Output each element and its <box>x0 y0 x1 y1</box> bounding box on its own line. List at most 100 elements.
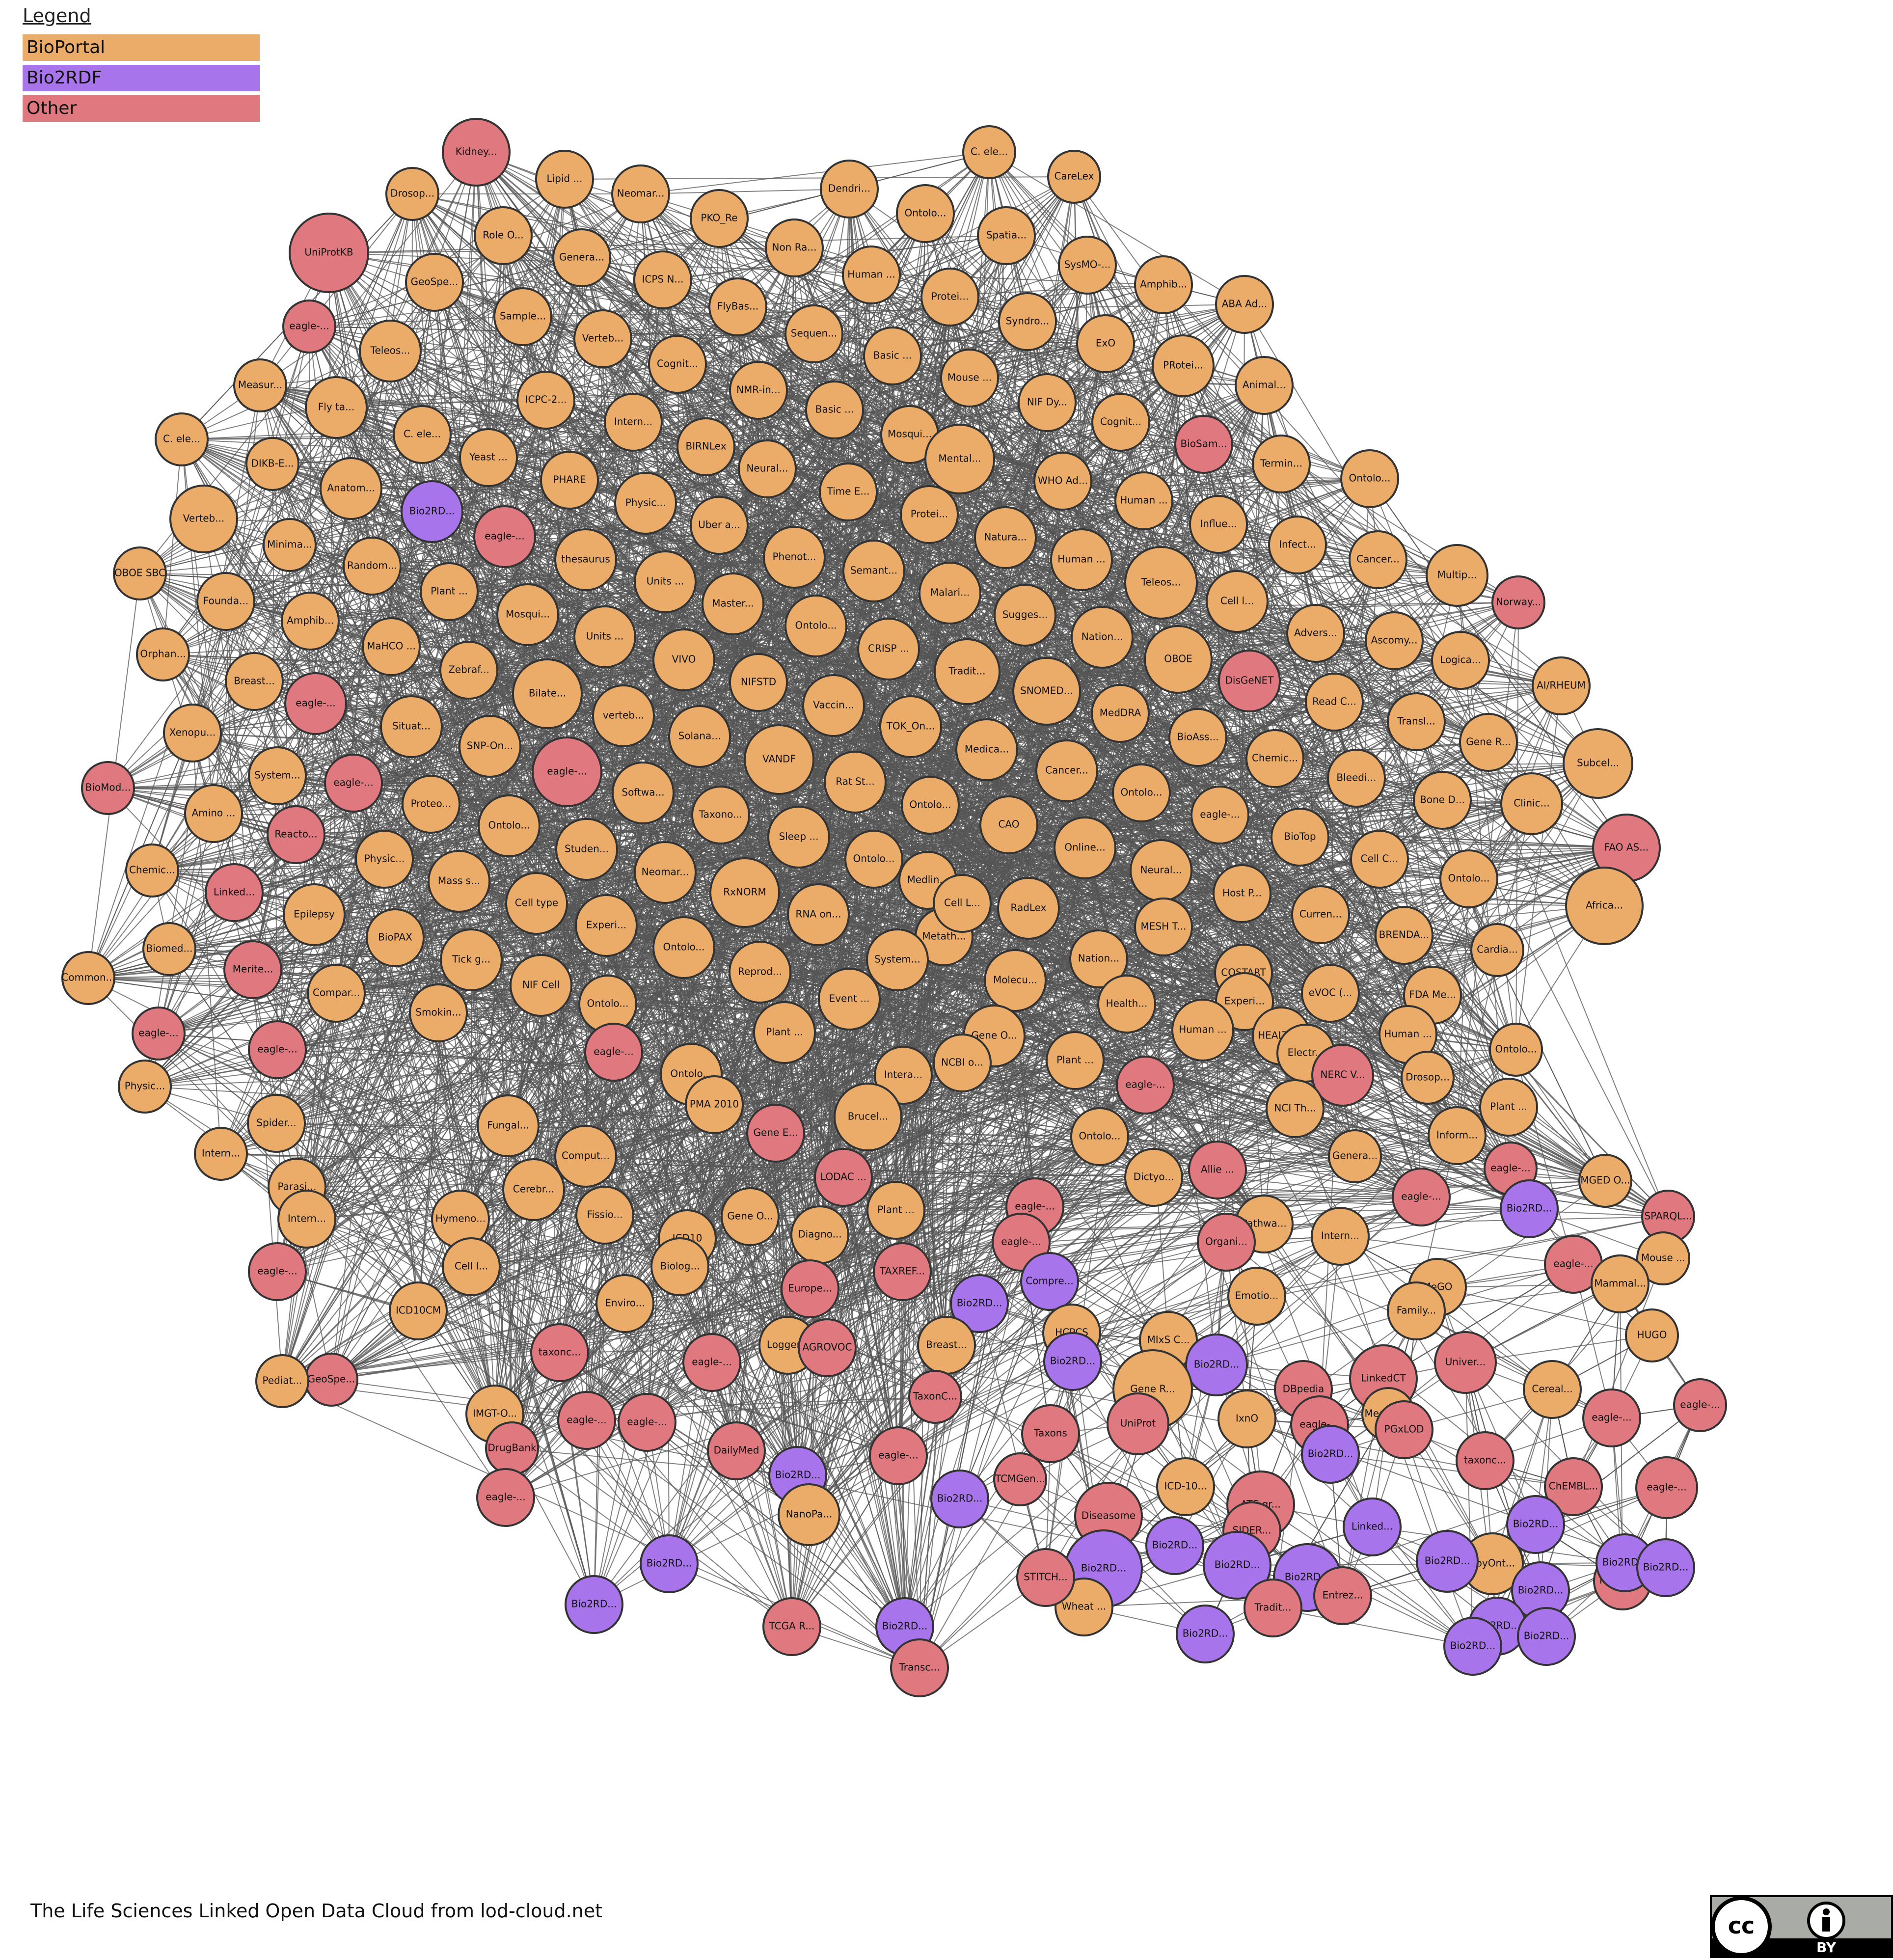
graph-node[interactable]: Uber a... <box>691 497 748 554</box>
graph-node[interactable]: Online... <box>1055 817 1115 878</box>
graph-node[interactable]: NMR-in... <box>730 362 787 419</box>
graph-node[interactable]: BioPAX <box>367 909 424 966</box>
graph-node[interactable]: Spatia... <box>978 207 1035 264</box>
graph-node[interactable]: Common... <box>61 952 115 1004</box>
graph-node[interactable]: Yeast ... <box>460 429 517 486</box>
graph-node[interactable]: Rat St... <box>825 752 886 813</box>
graph-node[interactable]: Malari... <box>919 563 980 624</box>
graph-node[interactable]: Amino ... <box>185 785 242 842</box>
graph-node[interactable]: Minima... <box>264 519 316 571</box>
graph-node[interactable]: Natura... <box>975 507 1036 568</box>
graph-node[interactable]: Solana... <box>669 706 730 767</box>
graph-node[interactable]: Bio2RD... <box>402 481 462 542</box>
graph-node[interactable]: ICPS N... <box>634 251 691 308</box>
graph-node[interactable]: Xenopu... <box>164 705 221 762</box>
graph-node[interactable]: CAO <box>980 796 1037 853</box>
graph-node[interactable]: Gene R... <box>1460 714 1517 771</box>
graph-node[interactable]: Human ... <box>1051 529 1112 590</box>
graph-node[interactable]: eagle-... <box>249 1021 306 1078</box>
graph-node[interactable]: Situat... <box>381 696 442 757</box>
graph-node[interactable]: Event ... <box>819 969 880 1030</box>
graph-node[interactable]: DIKB-E... <box>246 438 298 490</box>
graph-node[interactable]: Bilate... <box>513 659 582 728</box>
graph-node[interactable]: Semant... <box>843 541 904 601</box>
graph-node[interactable]: BioAss... <box>1169 709 1226 766</box>
graph-node[interactable]: WHO Ad... <box>1034 453 1091 510</box>
graph-node[interactable]: Intern... <box>605 394 662 451</box>
graph-node[interactable]: Plant ... <box>421 563 478 620</box>
graph-node[interactable]: Ontolo... <box>1341 450 1398 507</box>
graph-node[interactable]: SNP-On... <box>460 716 520 777</box>
graph-node[interactable]: Compar... <box>308 965 365 1022</box>
graph-node[interactable]: Reprod... <box>730 942 790 1003</box>
graph-node[interactable]: TOK_On... <box>880 696 941 757</box>
graph-node[interactable]: Health... <box>1098 976 1155 1033</box>
graph-node[interactable]: RNA on... <box>788 884 849 945</box>
graph-node[interactable]: ExO <box>1077 315 1134 372</box>
graph-node[interactable]: Measur... <box>234 359 286 411</box>
graph-node[interactable]: Subcel... <box>1564 729 1632 798</box>
graph-node[interactable]: Master... <box>703 573 763 634</box>
graph-node[interactable]: Drosop... <box>386 168 438 220</box>
graph-node[interactable]: Neomar... <box>635 842 696 903</box>
graph-node[interactable]: Brucel... <box>835 1084 901 1150</box>
graph-node[interactable]: MaHCO ... <box>363 618 420 675</box>
graph-node[interactable]: Ontolo... <box>902 777 959 834</box>
graph-node[interactable]: Dendri... <box>821 161 878 218</box>
graph-node[interactable]: Human ... <box>843 246 900 303</box>
graph-node[interactable]: eagle-... <box>325 755 382 812</box>
graph-node[interactable]: Neural... <box>739 440 796 497</box>
graph-node[interactable]: Units ... <box>574 606 635 667</box>
graph-node[interactable]: DisGeNET <box>1219 651 1280 711</box>
graph-node[interactable]: Nation... <box>1072 607 1133 668</box>
graph-node[interactable]: Fungal... <box>478 1095 539 1156</box>
graph-node[interactable]: Drosop... <box>1402 1052 1454 1104</box>
graph-node[interactable]: C. ele... <box>156 413 208 465</box>
graph-node[interactable]: ABA Ad... <box>1216 276 1273 333</box>
graph-node[interactable]: Merite... <box>224 941 281 998</box>
graph-node[interactable]: Vaccin... <box>803 675 864 736</box>
graph-node[interactable]: Verteb... <box>170 486 237 552</box>
graph-node[interactable]: MESH T... <box>1135 898 1192 955</box>
graph-node[interactable]: Sleep ... <box>768 807 829 868</box>
graph-node[interactable]: Time E... <box>820 463 877 520</box>
graph-node[interactable]: eagle-... <box>585 1024 642 1081</box>
graph-node[interactable]: CareLex <box>1048 151 1100 203</box>
graph-node[interactable]: Cell type <box>506 873 567 934</box>
graph-node[interactable]: Africa... <box>1566 868 1643 944</box>
graph-node[interactable]: PKO_Re <box>691 190 748 247</box>
graph-node[interactable]: Infect... <box>1269 517 1326 573</box>
graph-node[interactable]: PRotei... <box>1153 335 1214 396</box>
graph-node[interactable]: Basic ... <box>806 381 863 438</box>
graph-node[interactable]: Biomed... <box>143 923 195 975</box>
graph-node[interactable]: UniProtKB <box>290 214 368 292</box>
graph-node[interactable]: Gene E... <box>747 1105 804 1162</box>
graph-node[interactable]: Cell L... <box>934 875 991 932</box>
graph-node[interactable]: Cardia... <box>1471 924 1523 976</box>
graph-node[interactable]: C. ele... <box>963 126 1015 178</box>
graph-node[interactable]: NCBI o... <box>934 1034 991 1091</box>
graph-node[interactable]: PMA 2010 <box>686 1076 743 1133</box>
graph-node[interactable]: PHARE <box>541 452 598 509</box>
graph-node[interactable]: Syndro... <box>999 293 1056 350</box>
graph-node[interactable]: thesaurus <box>555 529 616 590</box>
graph-node[interactable]: Advers... <box>1287 605 1344 662</box>
graph-node[interactable]: Plant ... <box>754 1002 815 1063</box>
graph-node[interactable]: Termin... <box>1253 436 1310 492</box>
graph-node[interactable]: RadLex <box>998 878 1059 939</box>
graph-node[interactable]: NIF Cell <box>511 955 571 1016</box>
graph-node[interactable]: Human ... <box>1172 1000 1233 1061</box>
graph-node[interactable]: Linked... <box>206 864 263 921</box>
graph-node[interactable]: Sugges... <box>995 585 1055 646</box>
graph-node[interactable]: Genera... <box>553 229 610 286</box>
graph-node[interactable]: Spider... <box>248 1095 305 1152</box>
graph-node[interactable]: Mosqui... <box>497 584 558 645</box>
graph-node[interactable]: Taxono... <box>692 787 749 844</box>
graph-node[interactable]: Founda... <box>197 573 254 630</box>
graph-node[interactable]: Anatom... <box>321 458 381 519</box>
graph-node[interactable]: Orphan... <box>137 628 189 681</box>
graph-node[interactable]: Ontolo... <box>1490 1024 1542 1076</box>
graph-node[interactable]: Cognit... <box>649 336 706 393</box>
graph-node[interactable]: NCI Th... <box>1267 1080 1324 1137</box>
graph-node[interactable]: Protei... <box>921 269 978 326</box>
